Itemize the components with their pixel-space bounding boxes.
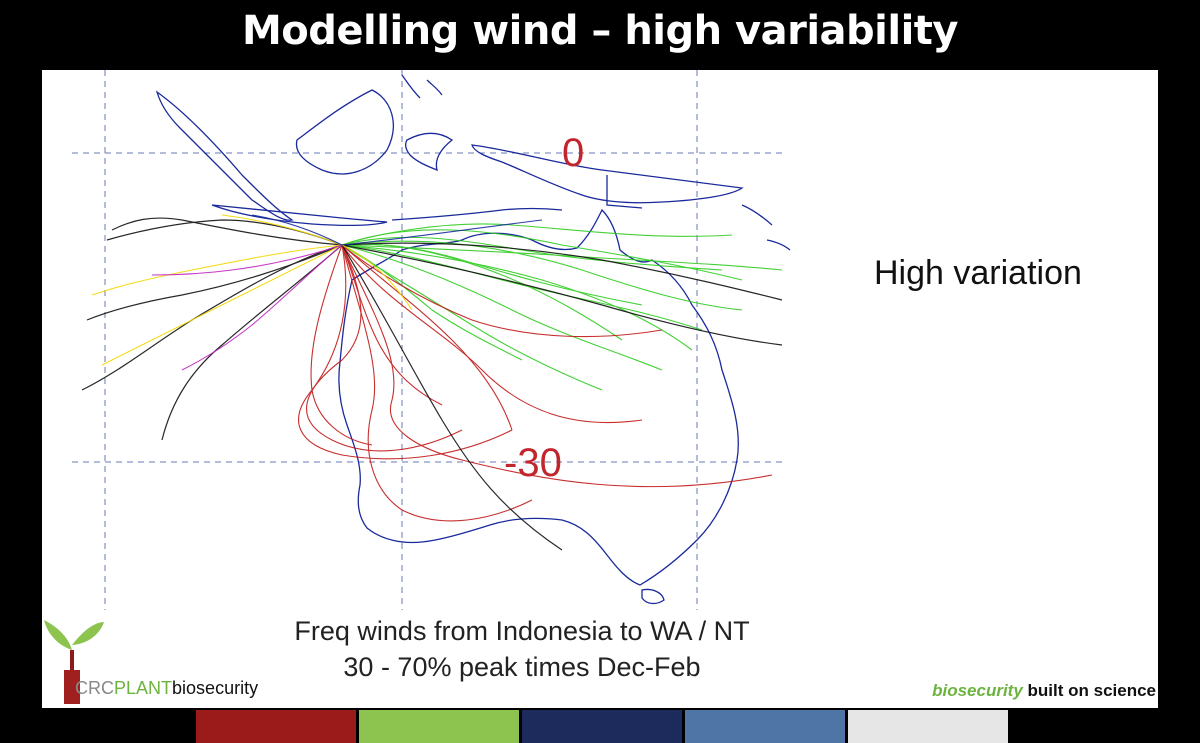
coastlines <box>155 74 791 605</box>
caption-line-1: Freq winds from Indonesia to WA / NT <box>294 616 750 646</box>
logo-crc: CRC <box>75 678 114 698</box>
wind-trajectory-map: 0 -30 <box>72 70 791 610</box>
color-strip-red <box>196 710 356 743</box>
trajectories-blue <box>251 214 543 246</box>
coast-papua-border <box>606 175 643 209</box>
color-strip-green <box>359 710 519 743</box>
trajectories-red <box>298 244 773 522</box>
crc-logo-wordmark: CRCPLANTbiosecurity <box>75 678 258 699</box>
tagline-italic: biosecurity <box>932 681 1023 700</box>
trajectories-yellow <box>91 214 413 366</box>
coast-nusa-tenggara <box>391 207 563 221</box>
trajectories-black <box>81 217 783 551</box>
coast-tasmania <box>641 588 665 605</box>
trajectories-green <box>341 223 783 391</box>
logo-plant: PLANT <box>114 678 173 698</box>
crc-logo-sprout-icon <box>44 620 104 704</box>
coast-australia <box>338 208 739 586</box>
tagline-bold: built on science <box>1022 681 1156 700</box>
trajectories-magenta <box>151 244 343 371</box>
slide-title: Modelling wind – high variability <box>241 8 959 54</box>
color-strip-grey <box>848 710 1008 743</box>
color-strip-navy <box>522 710 682 743</box>
map-grid <box>72 70 782 610</box>
latitude-label-30s: -30 <box>504 441 562 485</box>
latitude-label-equator: 0 <box>562 131 584 175</box>
color-strip-blue <box>685 710 845 743</box>
coast-borneo <box>295 89 394 175</box>
footer-tagline: biosecurity built on science <box>932 681 1156 701</box>
coast-philippines <box>401 74 443 99</box>
logo-biosecurity: biosecurity <box>172 678 259 698</box>
slide-canvas: 0 -30 High variation Freq winds from Ind… <box>42 70 1158 708</box>
coast-islands-east <box>741 204 791 251</box>
coast-java <box>211 204 388 226</box>
coast-sulawesi <box>404 132 454 172</box>
map-caption: Freq winds from Indonesia to WA / NT 30 … <box>212 613 832 685</box>
coast-sumatra <box>155 90 294 221</box>
coast-new-guinea <box>471 144 744 204</box>
side-note: High variation <box>874 254 1082 292</box>
caption-line-2: 30 - 70% peak times Dec-Feb <box>343 652 701 682</box>
